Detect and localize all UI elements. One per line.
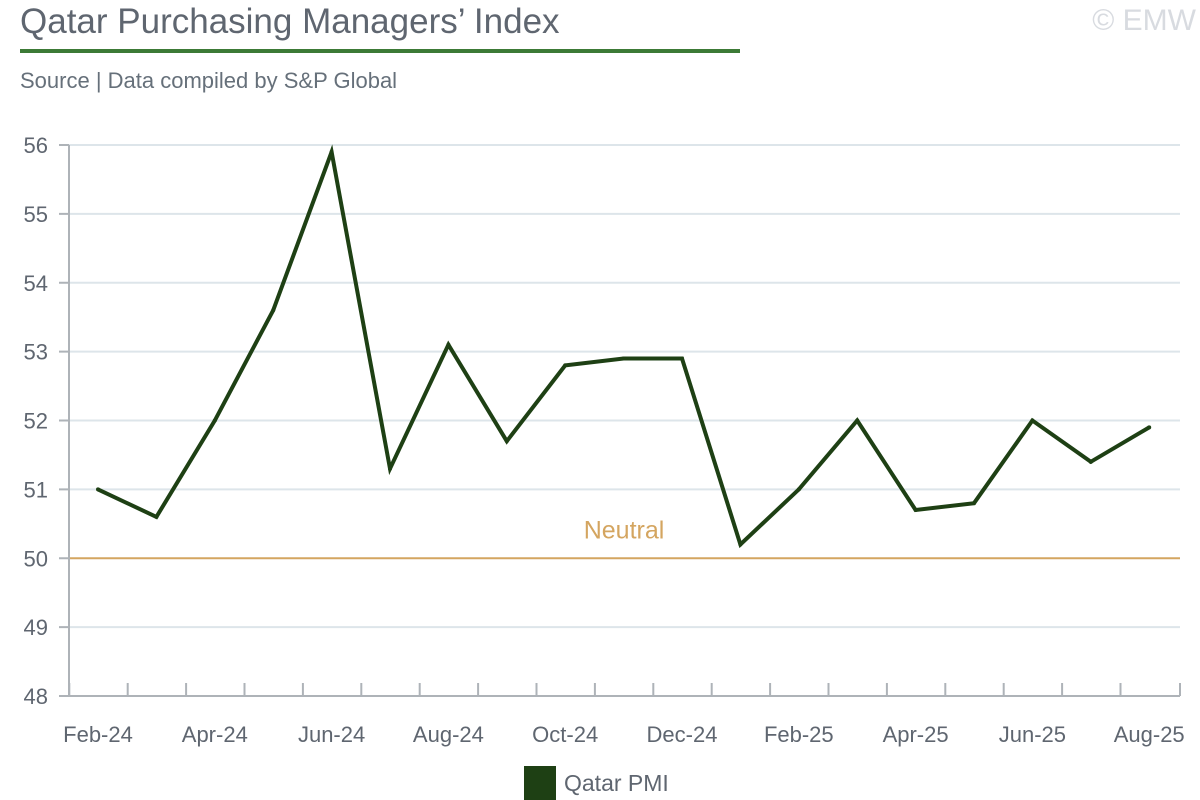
x-tick-label: Dec-24 xyxy=(647,722,718,747)
y-tick-label: 55 xyxy=(24,202,48,227)
data-point xyxy=(913,508,918,513)
data-point xyxy=(621,356,626,361)
x-tick-label: Jun-25 xyxy=(999,722,1066,747)
data-point xyxy=(1088,459,1093,464)
data-point xyxy=(796,487,801,492)
y-tick-label: 51 xyxy=(24,477,48,502)
x-tick-label: Aug-25 xyxy=(1114,722,1185,747)
x-tick-label: Apr-24 xyxy=(182,722,248,747)
data-point xyxy=(680,356,684,361)
chart-title: Qatar Purchasing Managers’ Index xyxy=(20,2,560,41)
data-point xyxy=(1030,418,1035,423)
data-point xyxy=(855,418,860,423)
y-tick-label: 52 xyxy=(24,409,48,434)
legend-swatch xyxy=(524,766,556,800)
data-point xyxy=(212,418,217,423)
chart-subtitle: Source | Data compiled by S&P Global xyxy=(20,68,398,93)
data-point xyxy=(1147,425,1152,430)
axes xyxy=(59,144,1181,697)
y-tick-label: 54 xyxy=(24,271,48,296)
watermark: © EMW xyxy=(1092,4,1196,37)
tick-labels: 48 49 50 51 52 53 54 55 56 Feb-24 Apr-24 Jun-24 Aug-… xyxy=(24,133,1185,747)
data-point xyxy=(504,439,509,444)
data-point xyxy=(446,342,451,347)
data-point xyxy=(738,542,743,547)
data-point xyxy=(329,149,334,154)
title-underline xyxy=(20,49,740,53)
y-tick-label: 53 xyxy=(24,340,48,365)
x-tick-label: Feb-24 xyxy=(63,722,133,747)
data-point xyxy=(96,487,100,492)
y-tick-label: 56 xyxy=(24,133,48,158)
x-tick-label: Feb-25 xyxy=(764,722,834,747)
y-tick-label: 50 xyxy=(24,546,48,571)
x-tick-label: Oct-24 xyxy=(532,722,598,747)
y-tick-label: 49 xyxy=(24,615,48,640)
data-point xyxy=(271,308,276,313)
neutral-label: Neutral xyxy=(584,516,665,544)
series-layer xyxy=(96,144,1152,549)
data-point xyxy=(972,501,976,506)
legend: Qatar PMI xyxy=(524,766,669,800)
data-point xyxy=(388,466,392,471)
grid-lines xyxy=(69,144,1180,629)
y-tick-label: 48 xyxy=(24,684,48,709)
neutral-reference: Neutral xyxy=(69,516,1180,560)
x-tick-label: Apr-25 xyxy=(883,722,949,747)
series-line-qatar-pmi xyxy=(97,144,1151,549)
data-point xyxy=(154,514,159,519)
x-tick-label: Aug-24 xyxy=(413,722,484,747)
legend-label: Qatar PMI xyxy=(564,769,669,796)
x-tick-label: Jun-24 xyxy=(298,722,365,747)
data-point xyxy=(563,363,568,368)
